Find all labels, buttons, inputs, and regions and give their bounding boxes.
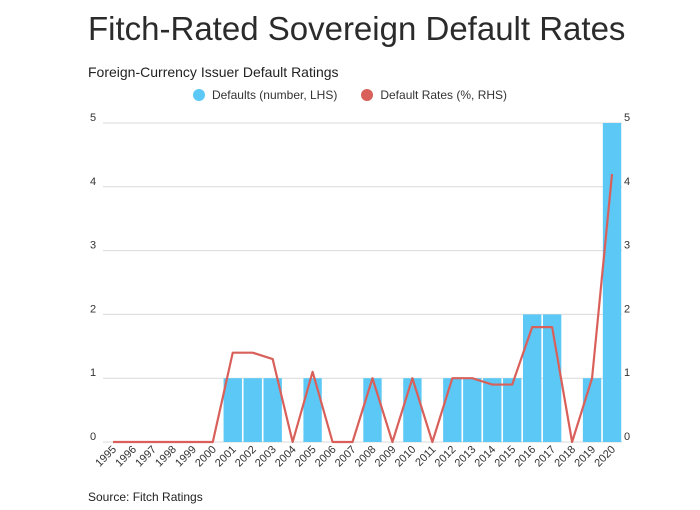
x-tick: 1999 bbox=[173, 444, 199, 470]
y-tick-right: 4 bbox=[624, 176, 630, 188]
bar bbox=[503, 378, 522, 442]
legend-marker-defaults bbox=[192, 89, 205, 101]
legend-item-default-rates: Default Rates (%, RHS) bbox=[361, 88, 507, 102]
bar bbox=[602, 123, 622, 442]
source-note: Source: Fitch Ratings bbox=[88, 490, 203, 504]
chart-title: Fitch-Rated Sovereign Default Rates bbox=[88, 10, 626, 47]
legend-label-defaults: Defaults (number, LHS) bbox=[211, 88, 338, 102]
x-tick: 2006 bbox=[313, 444, 339, 470]
x-tick: 2003 bbox=[253, 444, 279, 470]
bar bbox=[263, 378, 282, 442]
x-tick: 2000 bbox=[193, 444, 219, 470]
x-tick: 2012 bbox=[433, 444, 459, 470]
x-tick: 2001 bbox=[213, 444, 239, 470]
bar bbox=[403, 378, 422, 442]
x-tick: 2004 bbox=[273, 444, 299, 470]
x-tick: 2009 bbox=[373, 444, 399, 470]
y-tick-right: 2 bbox=[624, 303, 630, 315]
legend-item-defaults: Defaults (number, LHS) bbox=[192, 88, 338, 102]
x-tick: 2018 bbox=[552, 444, 578, 470]
bar bbox=[542, 314, 562, 442]
y-tick-right: 3 bbox=[624, 240, 630, 252]
x-tick: 2002 bbox=[233, 444, 259, 470]
x-tick: 1996 bbox=[113, 444, 139, 470]
x-tick: 2016 bbox=[512, 444, 538, 470]
bar bbox=[522, 314, 542, 442]
bar bbox=[363, 378, 382, 442]
x-tick: 2008 bbox=[353, 444, 379, 470]
x-tick: 2020 bbox=[592, 444, 618, 470]
x-tick: 2013 bbox=[453, 444, 479, 470]
chart-plot: 0 1 2 3 4 5 0 1 2 3 4 5 1995199619971998199920002001… bbox=[90, 112, 630, 470]
x-tick: 2010 bbox=[393, 444, 419, 470]
y-tick-left: 5 bbox=[90, 112, 96, 124]
bar bbox=[483, 378, 502, 442]
x-tick: 2005 bbox=[293, 444, 319, 470]
bar bbox=[243, 378, 262, 442]
y-tick-left: 3 bbox=[90, 240, 96, 252]
bar bbox=[463, 378, 482, 442]
y-tick-left: 2 bbox=[90, 303, 96, 315]
chart-subtitle: Foreign-Currency Issuer Default Ratings bbox=[88, 64, 339, 80]
bar bbox=[582, 378, 602, 442]
x-tick: 2014 bbox=[473, 444, 499, 470]
x-tick: 2017 bbox=[532, 444, 558, 470]
x-tick: 1998 bbox=[153, 444, 179, 470]
legend: Defaults (number, LHS) Default Rates (%,… bbox=[0, 88, 700, 102]
legend-label-default-rates: Default Rates (%, RHS) bbox=[380, 88, 508, 102]
y-tick-right: 5 bbox=[624, 112, 630, 124]
y-tick-right: 0 bbox=[624, 431, 630, 443]
y-tick-left: 1 bbox=[90, 367, 96, 379]
x-tick: 1997 bbox=[133, 444, 159, 470]
bar bbox=[443, 378, 462, 442]
x-tick: 1995 bbox=[93, 444, 119, 470]
legend-marker-default-rates bbox=[361, 89, 374, 101]
y-tick-left: 0 bbox=[90, 431, 96, 443]
series-line bbox=[112, 173, 614, 444]
x-tick: 2015 bbox=[493, 444, 519, 470]
bar bbox=[303, 378, 322, 442]
y-tick-left: 4 bbox=[90, 176, 96, 188]
y-tick-right: 1 bbox=[624, 367, 630, 379]
x-tick: 2019 bbox=[572, 444, 598, 470]
x-tick: 2011 bbox=[413, 444, 438, 469]
bar bbox=[223, 378, 242, 442]
x-tick: 2007 bbox=[333, 444, 359, 470]
